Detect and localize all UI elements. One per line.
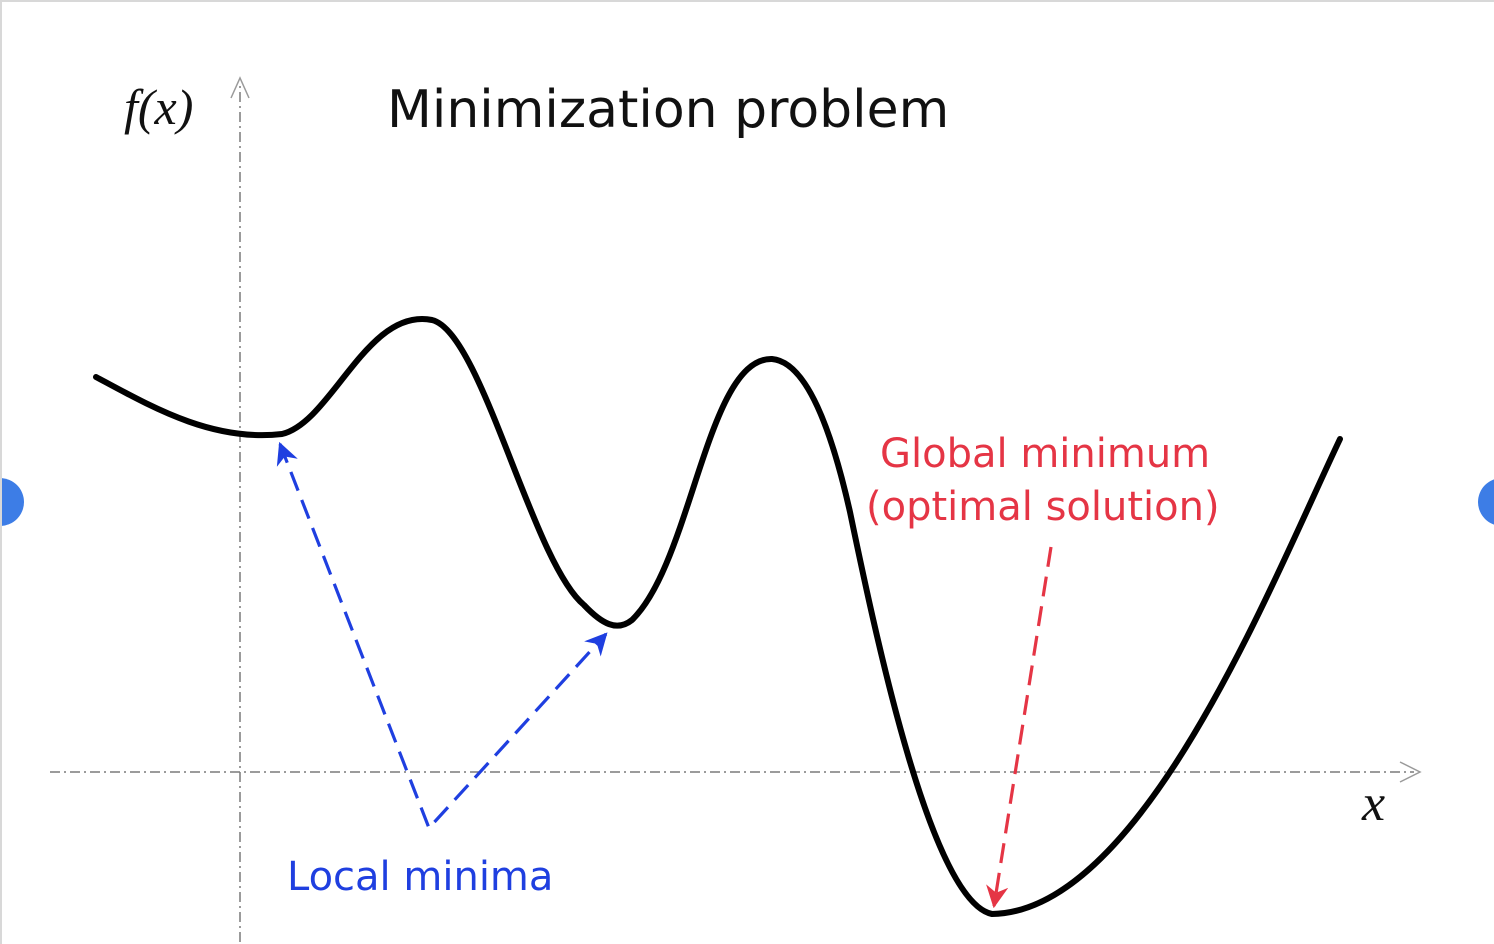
global-minimum-label-line2: (optimal solution) bbox=[866, 484, 1220, 530]
local-minima-label: Local minima bbox=[287, 854, 553, 900]
chevron-left-icon[interactable] bbox=[2, 478, 24, 526]
global-minimum-label-line1: Global minimum bbox=[880, 431, 1210, 477]
local-minima-arrows bbox=[276, 441, 608, 831]
function-curve bbox=[93, 316, 1343, 917]
diagram-title: Minimization problem bbox=[387, 80, 949, 140]
global-minimum-arrow bbox=[986, 546, 1053, 909]
x-axis-label: x bbox=[1361, 775, 1385, 832]
y-axis-label: f(x) bbox=[124, 79, 193, 135]
x-axis-arrowhead bbox=[1399, 761, 1422, 783]
y-axis-arrowhead bbox=[230, 76, 250, 99]
chevron-right-icon[interactable] bbox=[1478, 478, 1494, 526]
